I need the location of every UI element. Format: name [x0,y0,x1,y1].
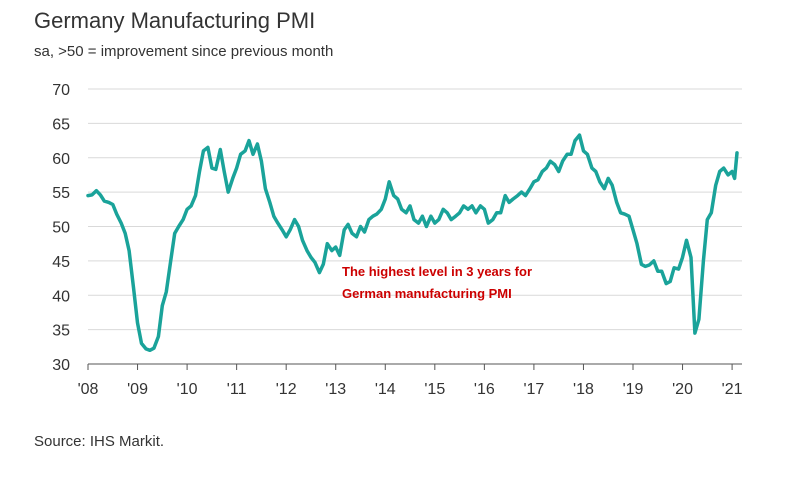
x-tick-label: '19 [623,381,644,398]
y-tick-label: 55 [52,185,70,202]
source-note: Source: IHS Markit. [34,433,165,450]
chart-subtitle: sa, >50 = improvement since previous mon… [34,43,334,60]
annotation-line-2: German manufacturing PMI [342,286,512,301]
x-tick-label: '08 [78,381,99,398]
x-tick-label: '21 [722,381,743,398]
y-tick-label: 50 [52,220,70,237]
y-tick-label: 40 [52,288,70,305]
x-tick-label: '18 [573,381,594,398]
x-tick-label: '16 [474,381,495,398]
x-tick-label: '15 [424,381,445,398]
y-tick-label: 35 [52,323,70,340]
y-tick-label: 70 [52,82,70,99]
y-axis-tick-labels: 30 35 40 45 50 55 60 65 70 [52,82,70,374]
series-layer [86,133,739,353]
y-tick-label: 30 [52,357,70,374]
y-tick-label: 60 [52,151,70,168]
x-tick-label: '17 [523,381,544,398]
x-tick-label: '13 [325,381,346,398]
chart-title: Germany Manufacturing PMI [34,8,316,33]
series-line-pmi [86,133,739,353]
annotation-line-1: The highest level in 3 years for [342,264,532,279]
y-tick-label: 65 [52,116,70,133]
x-tick-label: '09 [127,381,148,398]
x-axis: '08 '09 '10 '11 '12 '13 '14 '15 '16 '17 '18 '19 '20 '… [78,363,743,398]
line-chart: 30 35 40 45 50 55 60 65 70 '08 '09 '10 '11 '12 '13 '14… [52,82,743,398]
x-tick-label: '20 [672,381,693,398]
y-tick-label: 45 [52,254,70,271]
x-tick-label: '12 [276,381,297,398]
x-tick-label: '14 [375,381,396,398]
x-tick-label: '11 [227,381,247,398]
x-tick-label: '10 [177,381,198,398]
